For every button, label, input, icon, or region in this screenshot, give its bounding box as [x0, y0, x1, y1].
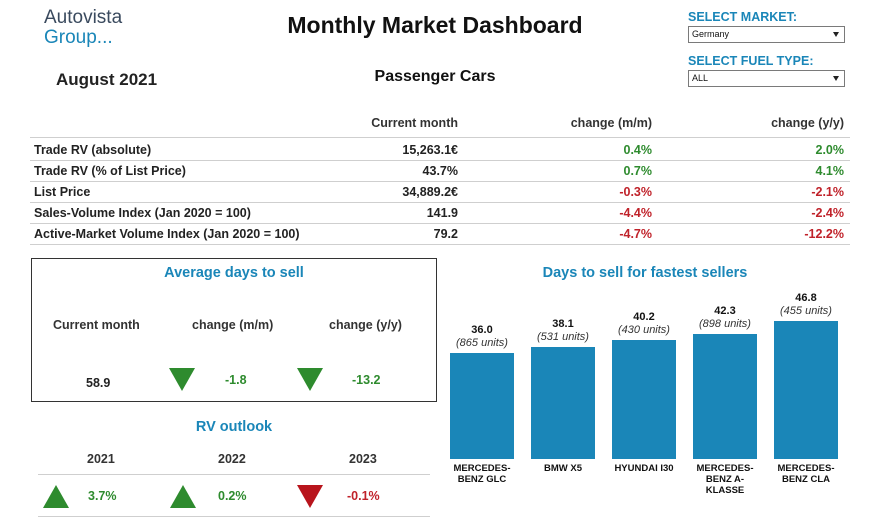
table-row: Active-Market Volume Index (Jan 2020 = 1… [30, 224, 850, 245]
days-current-label: Current month [53, 318, 140, 332]
bar-value-label: 38.1 [552, 318, 574, 330]
kpi-current: 15,263.1€ [402, 143, 458, 157]
bar-category-label: MERCEDES- BENZ GLC [453, 463, 511, 485]
bar-units-label: (898 units) [699, 318, 751, 330]
kpi-change-mm: -0.3% [619, 185, 652, 199]
report-period: August 2021 [56, 70, 158, 89]
table-row: List Price 34,889.2€ -0.3% -2.1% [30, 182, 850, 203]
rv-year-2021: 2021 [87, 452, 115, 466]
days-mm-value: -1.8 [225, 373, 247, 387]
bar-units-label: (455 units) [780, 305, 832, 317]
rv-value-2021: 3.7% [88, 489, 117, 503]
chart-title: Days to sell for fastest sellers [542, 265, 748, 281]
kpi-header-yy: change (y/y) [771, 116, 844, 130]
page-title: Monthly Market Dashboard [287, 12, 583, 38]
kpi-label: Trade RV (% of List Price) [34, 164, 186, 178]
rv-year-2022: 2022 [218, 452, 246, 466]
kpi-current: 34,889.2€ [402, 185, 458, 199]
kpi-current: 43.7% [422, 164, 458, 178]
bar-value-label: 46.8 [795, 292, 817, 304]
arrow-up-icon [170, 485, 196, 508]
bar-units-label: (430 units) [618, 324, 670, 336]
kpi-current: 141.9 [426, 206, 458, 220]
rv-divider [38, 474, 430, 475]
bar [693, 334, 757, 459]
rv-outlook-title: RV outlook [195, 419, 273, 435]
market-select-label: SELECT MARKET: [688, 10, 798, 24]
kpi-change-yy: 2.0% [815, 143, 845, 157]
kpi-label: Sales-Volume Index (Jan 2020 = 100) [34, 206, 251, 220]
kpi-change-mm: -4.7% [619, 227, 652, 241]
rv-value-2023: -0.1% [347, 489, 380, 503]
logo-line2: Group... [44, 27, 113, 48]
kpi-header-current: Current month [371, 116, 458, 130]
days-yy-value: -13.2 [352, 373, 381, 387]
arrow-up-icon [43, 485, 69, 508]
bar [531, 347, 595, 459]
days-yy-label: change (y/y) [329, 318, 402, 332]
segment-title: Passenger Cars [374, 68, 496, 85]
days-mm-label: change (m/m) [192, 318, 274, 332]
bar-value-label: 42.3 [714, 305, 736, 317]
bar [774, 321, 838, 459]
kpi-label: List Price [34, 185, 91, 199]
fuel-select-label: SELECT FUEL TYPE: [688, 54, 814, 68]
kpi-change-yy: 4.1% [815, 164, 845, 178]
logo-line1: Autovista [44, 7, 123, 28]
table-row: Trade RV (absolute) 15,263.1€ 0.4% 2.0% [30, 140, 850, 161]
kpi-change-mm: 0.7% [623, 164, 653, 178]
bar-category-label: MERCEDES- BENZ CLA [777, 463, 835, 485]
kpi-change-mm: 0.4% [623, 143, 653, 157]
market-select[interactable]: Germany [688, 26, 845, 43]
kpi-header-divider [30, 137, 850, 138]
bar-category-label: MERCEDES- BENZ A- KLASSE [696, 463, 754, 496]
kpi-change-yy: -2.1% [811, 185, 844, 199]
arrow-down-icon [297, 368, 323, 391]
autovista-logo: Autovista Group... [44, 8, 172, 50]
bar-units-label: (865 units) [456, 337, 508, 349]
fuel-select-value: ALL [692, 73, 709, 83]
days-to-sell-panel [31, 258, 437, 402]
bar [612, 340, 676, 459]
rv-value-2022: 0.2% [218, 489, 247, 503]
bar-category-label: HYUNDAI I30 [614, 463, 674, 474]
bar-value-label: 40.2 [633, 311, 655, 323]
rv-year-2023: 2023 [349, 452, 377, 466]
kpi-change-yy: -2.4% [811, 206, 844, 220]
kpi-change-mm: -4.4% [619, 206, 652, 220]
rv-bottom-divider [38, 516, 430, 517]
bar-units-label: (531 units) [537, 331, 589, 343]
kpi-change-yy: -12.2% [804, 227, 844, 241]
arrow-down-icon [169, 368, 195, 391]
table-row: Trade RV (% of List Price) 43.7% 0.7% 4.… [30, 161, 850, 182]
kpi-label: Trade RV (absolute) [34, 143, 152, 157]
days-current-value: 58.9 [86, 376, 111, 390]
table-row: Sales-Volume Index (Jan 2020 = 100) 141.… [30, 203, 850, 224]
chevron-down-icon [833, 32, 839, 37]
fuel-select[interactable]: ALL [688, 70, 845, 87]
kpi-header-mm: change (m/m) [570, 116, 652, 130]
kpi-current: 79.2 [433, 227, 458, 241]
chevron-down-icon [833, 76, 839, 81]
kpi-label: Active-Market Volume Index (Jan 2020 = 1… [34, 227, 300, 241]
bar-category-label: BMW X5 [544, 463, 582, 474]
bar-value-label: 36.0 [471, 324, 493, 336]
days-to-sell-title: Average days to sell [164, 265, 304, 281]
bar [450, 353, 514, 459]
arrow-down-icon [297, 485, 323, 508]
market-select-value: Germany [692, 29, 730, 39]
